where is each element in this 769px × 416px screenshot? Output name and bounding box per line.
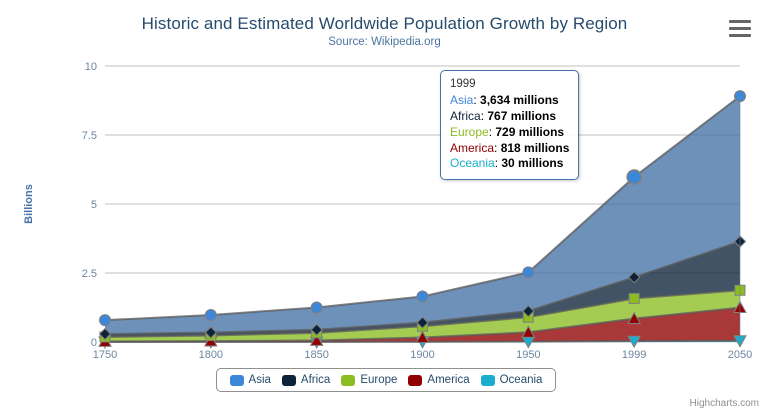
legend-swatch-asia [229, 374, 244, 386]
y-axis-tick-label: 2.5 [82, 268, 97, 280]
legend-label: Europe [360, 374, 398, 386]
x-axis-tick-label: 1999 [622, 349, 646, 361]
legend-swatch-europe [341, 374, 356, 386]
legend-item-oceania[interactable]: Oceania [480, 374, 543, 386]
data-point-africa-1750[interactable] [98, 327, 112, 341]
data-point-africa-1950[interactable] [522, 304, 535, 318]
tooltip-series-value: 767 millions [487, 109, 557, 123]
legend-item-africa[interactable]: Africa [281, 374, 331, 386]
area-series-america[interactable] [105, 307, 740, 342]
data-point-africa-1999[interactable] [627, 271, 641, 284]
y-axis-tick-label: 0 [91, 337, 97, 349]
tooltip-series-name: Europe [450, 124, 489, 139]
data-point-asia-1750[interactable] [99, 314, 111, 327]
tooltip-series-value: 818 millions [500, 140, 570, 155]
tooltip-separator: : [480, 109, 488, 123]
chart-subtitle: Source: Wikipedia.org [328, 36, 441, 48]
y-axis-tick-label: 5 [91, 199, 97, 211]
data-point-asia-1850[interactable] [310, 301, 323, 314]
legend-label: Oceania [499, 374, 543, 386]
legend-item-asia[interactable]: Asia [229, 374, 271, 386]
data-point-america-1950[interactable] [521, 325, 536, 338]
area-series-asia[interactable] [105, 96, 740, 335]
tooltip-series-value: 3,634 millions [480, 93, 559, 108]
tooltip-series-name: Asia [450, 93, 474, 108]
legend-swatch-africa [281, 374, 296, 386]
menu-bar-1 [729, 20, 751, 23]
y-axis-tick-label: 7.5 [82, 130, 97, 142]
x-axis-tick-label: 1800 [199, 349, 223, 361]
tooltip-separator: : [473, 93, 481, 108]
x-axis-tick-label: 1850 [304, 349, 328, 361]
x-axis-tick-label: 1750 [93, 349, 117, 361]
tooltip-series-value: 729 millions [495, 124, 565, 139]
data-point-asia-1900[interactable] [416, 290, 429, 303]
y-axis-title: Billions [23, 184, 35, 224]
tooltip-series-name: Africa [450, 109, 481, 123]
tooltip-separator: : [494, 140, 501, 155]
tooltip-row-oceania: Oceania: 30 millions [450, 156, 569, 172]
tooltip-header: 1999 [450, 78, 476, 90]
data-point-america-1850[interactable] [309, 333, 324, 346]
tooltip-row-america: America: 818 millions [450, 141, 569, 157]
chart-legend: Asia Africa Europe America Oceania [216, 368, 556, 392]
menu-bar-3 [729, 34, 751, 37]
tooltip-separator: : [494, 156, 502, 171]
data-point-oceania-1999[interactable] [627, 335, 642, 349]
data-point-america-1900[interactable] [415, 330, 430, 343]
highcharts-credits[interactable]: Highcharts.com [689, 398, 759, 409]
chart-tooltip: 1999 Asia: 3,634 millions Africa: 767 mil… [440, 70, 580, 181]
legend-item-america[interactable]: America [408, 374, 470, 386]
x-axis-tick-label: 1900 [410, 349, 434, 361]
legend-swatch-america [408, 374, 423, 386]
data-point-asia-1950[interactable] [522, 266, 535, 279]
hamburger-menu-icon[interactable] [727, 18, 753, 40]
area-series-africa[interactable] [105, 241, 740, 337]
data-point-europe-1999[interactable] [628, 292, 640, 304]
legend-label: America [427, 374, 470, 386]
tooltip-series-value: 30 millions [501, 156, 564, 171]
y-axis-tick-label: 10 [85, 61, 97, 73]
data-point-africa-1850[interactable] [310, 323, 323, 336]
legend-label: Asia [248, 374, 271, 386]
tooltip-series-name: America [450, 140, 495, 155]
tooltip-row-asia: Asia: 3,634 millions [450, 93, 569, 109]
data-point-africa-1800[interactable] [204, 326, 218, 339]
x-axis-tick-label: 2050 [728, 349, 752, 361]
data-point-asia-1999-highlighted[interactable] [626, 169, 642, 185]
tooltip-row-europe: Europe: 729 millions [450, 125, 569, 141]
menu-bar-2 [729, 27, 751, 30]
data-point-america-1999[interactable] [627, 311, 642, 325]
data-point-asia-1800[interactable] [204, 309, 217, 322]
chart-title: Historic and Estimated Worldwide Populat… [141, 14, 628, 33]
legend-item-europe[interactable]: Europe [341, 374, 397, 386]
tooltip-series-name: Oceania [450, 156, 495, 171]
legend-label: Africa [300, 374, 331, 386]
legend-swatch-oceania [480, 374, 495, 386]
data-point-africa-1900[interactable] [416, 316, 429, 329]
tooltip-separator: : [488, 124, 496, 139]
tooltip-row-africa: Africa: 767 millions [450, 109, 569, 125]
x-axis-tick-label: 1950 [516, 349, 540, 361]
tooltip-rows: Asia: 3,634 millions Africa: 767 millions… [450, 93, 569, 172]
